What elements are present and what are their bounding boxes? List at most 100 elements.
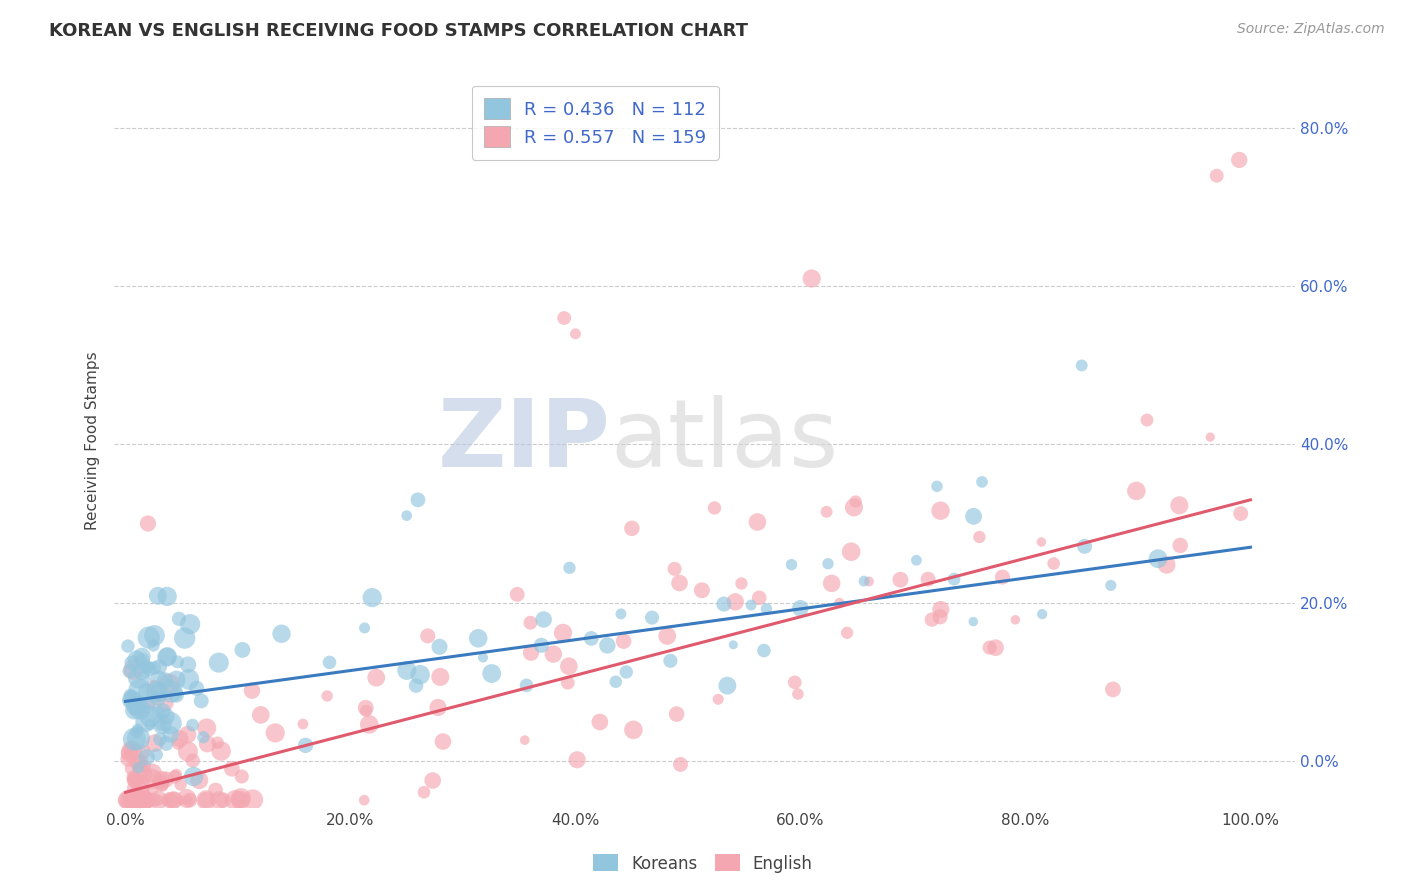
Point [366, 671, 388, 685]
Point [195, 737, 218, 751]
Point [353, 793, 375, 807]
Point [553, 311, 575, 326]
Point [141, 772, 163, 786]
Point [149, 718, 172, 732]
Point [596, 639, 619, 653]
Point [533, 612, 555, 626]
Point [416, 629, 439, 643]
Point [730, 576, 752, 591]
Point [159, 677, 181, 691]
Point [132, 745, 155, 759]
Point [231, 770, 253, 784]
Point [131, 649, 153, 664]
Point [723, 638, 745, 652]
Point [188, 773, 211, 788]
Point [264, 726, 287, 740]
Point [641, 610, 664, 624]
Point [181, 754, 204, 768]
Point [145, 747, 167, 762]
Point [124, 781, 146, 796]
Point [156, 650, 179, 665]
Point [115, 793, 138, 807]
Point [117, 639, 139, 653]
Point [153, 673, 176, 688]
Point [183, 769, 205, 783]
Point [127, 793, 149, 807]
Point [127, 793, 149, 807]
Point [159, 793, 181, 807]
Point [748, 591, 770, 605]
Point [120, 744, 142, 758]
Point [515, 678, 537, 692]
Point [170, 793, 193, 807]
Point [118, 747, 141, 761]
Point [962, 615, 984, 629]
Point [134, 793, 156, 807]
Point [755, 602, 778, 616]
Point [128, 683, 150, 698]
Point [530, 638, 553, 652]
Point [156, 649, 179, 664]
Point [845, 494, 868, 508]
Point [132, 793, 155, 807]
Point [143, 661, 166, 675]
Point [821, 576, 844, 591]
Point [613, 634, 636, 648]
Point [134, 759, 156, 773]
Point [118, 793, 141, 807]
Point [155, 737, 177, 751]
Point [204, 783, 226, 797]
Point [122, 704, 145, 718]
Point [167, 737, 190, 751]
Point [558, 561, 581, 575]
Point [429, 640, 451, 654]
Point [970, 475, 993, 489]
Point [659, 654, 682, 668]
Point [413, 785, 436, 799]
Point [664, 562, 686, 576]
Point [858, 574, 880, 589]
Point [316, 689, 339, 703]
Point [249, 707, 271, 722]
Point [149, 732, 172, 747]
Point [395, 664, 418, 678]
Point [889, 573, 911, 587]
Point [620, 521, 643, 535]
Point [169, 777, 191, 791]
Point [713, 597, 735, 611]
Point [127, 761, 149, 775]
Point [1168, 498, 1191, 512]
Point [1136, 413, 1159, 427]
Point [800, 271, 823, 285]
Point [207, 736, 229, 750]
Point [467, 632, 489, 646]
Point [707, 692, 730, 706]
Point [429, 670, 451, 684]
Point [361, 591, 384, 605]
Point [162, 793, 184, 807]
Point [118, 664, 141, 678]
Point [786, 687, 808, 701]
Point [432, 734, 454, 748]
Point [472, 650, 495, 665]
Point [179, 793, 201, 807]
Point [127, 722, 149, 736]
Point [1031, 607, 1053, 621]
Point [146, 690, 169, 705]
Point [136, 516, 159, 531]
Point [139, 696, 162, 710]
Point [129, 783, 152, 797]
Point [614, 665, 637, 679]
Y-axis label: Receiving Food Stamps: Receiving Food Stamps [86, 351, 100, 530]
Point [129, 779, 152, 793]
Point [395, 508, 418, 523]
Point [905, 553, 928, 567]
Point [129, 793, 152, 807]
Point [177, 744, 200, 758]
Point [353, 621, 375, 635]
Point [155, 709, 177, 723]
Point [128, 793, 150, 807]
Point [842, 500, 865, 515]
Point [839, 544, 862, 558]
Point [132, 767, 155, 781]
